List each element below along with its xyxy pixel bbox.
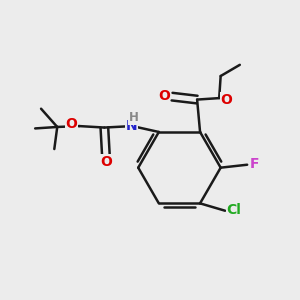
Text: O: O [158,89,170,103]
Text: N: N [126,119,138,134]
Text: O: O [220,93,232,106]
Text: H: H [129,111,139,124]
Text: O: O [100,155,112,169]
Text: Cl: Cl [226,203,242,218]
Text: O: O [66,117,78,131]
Text: F: F [250,157,259,171]
